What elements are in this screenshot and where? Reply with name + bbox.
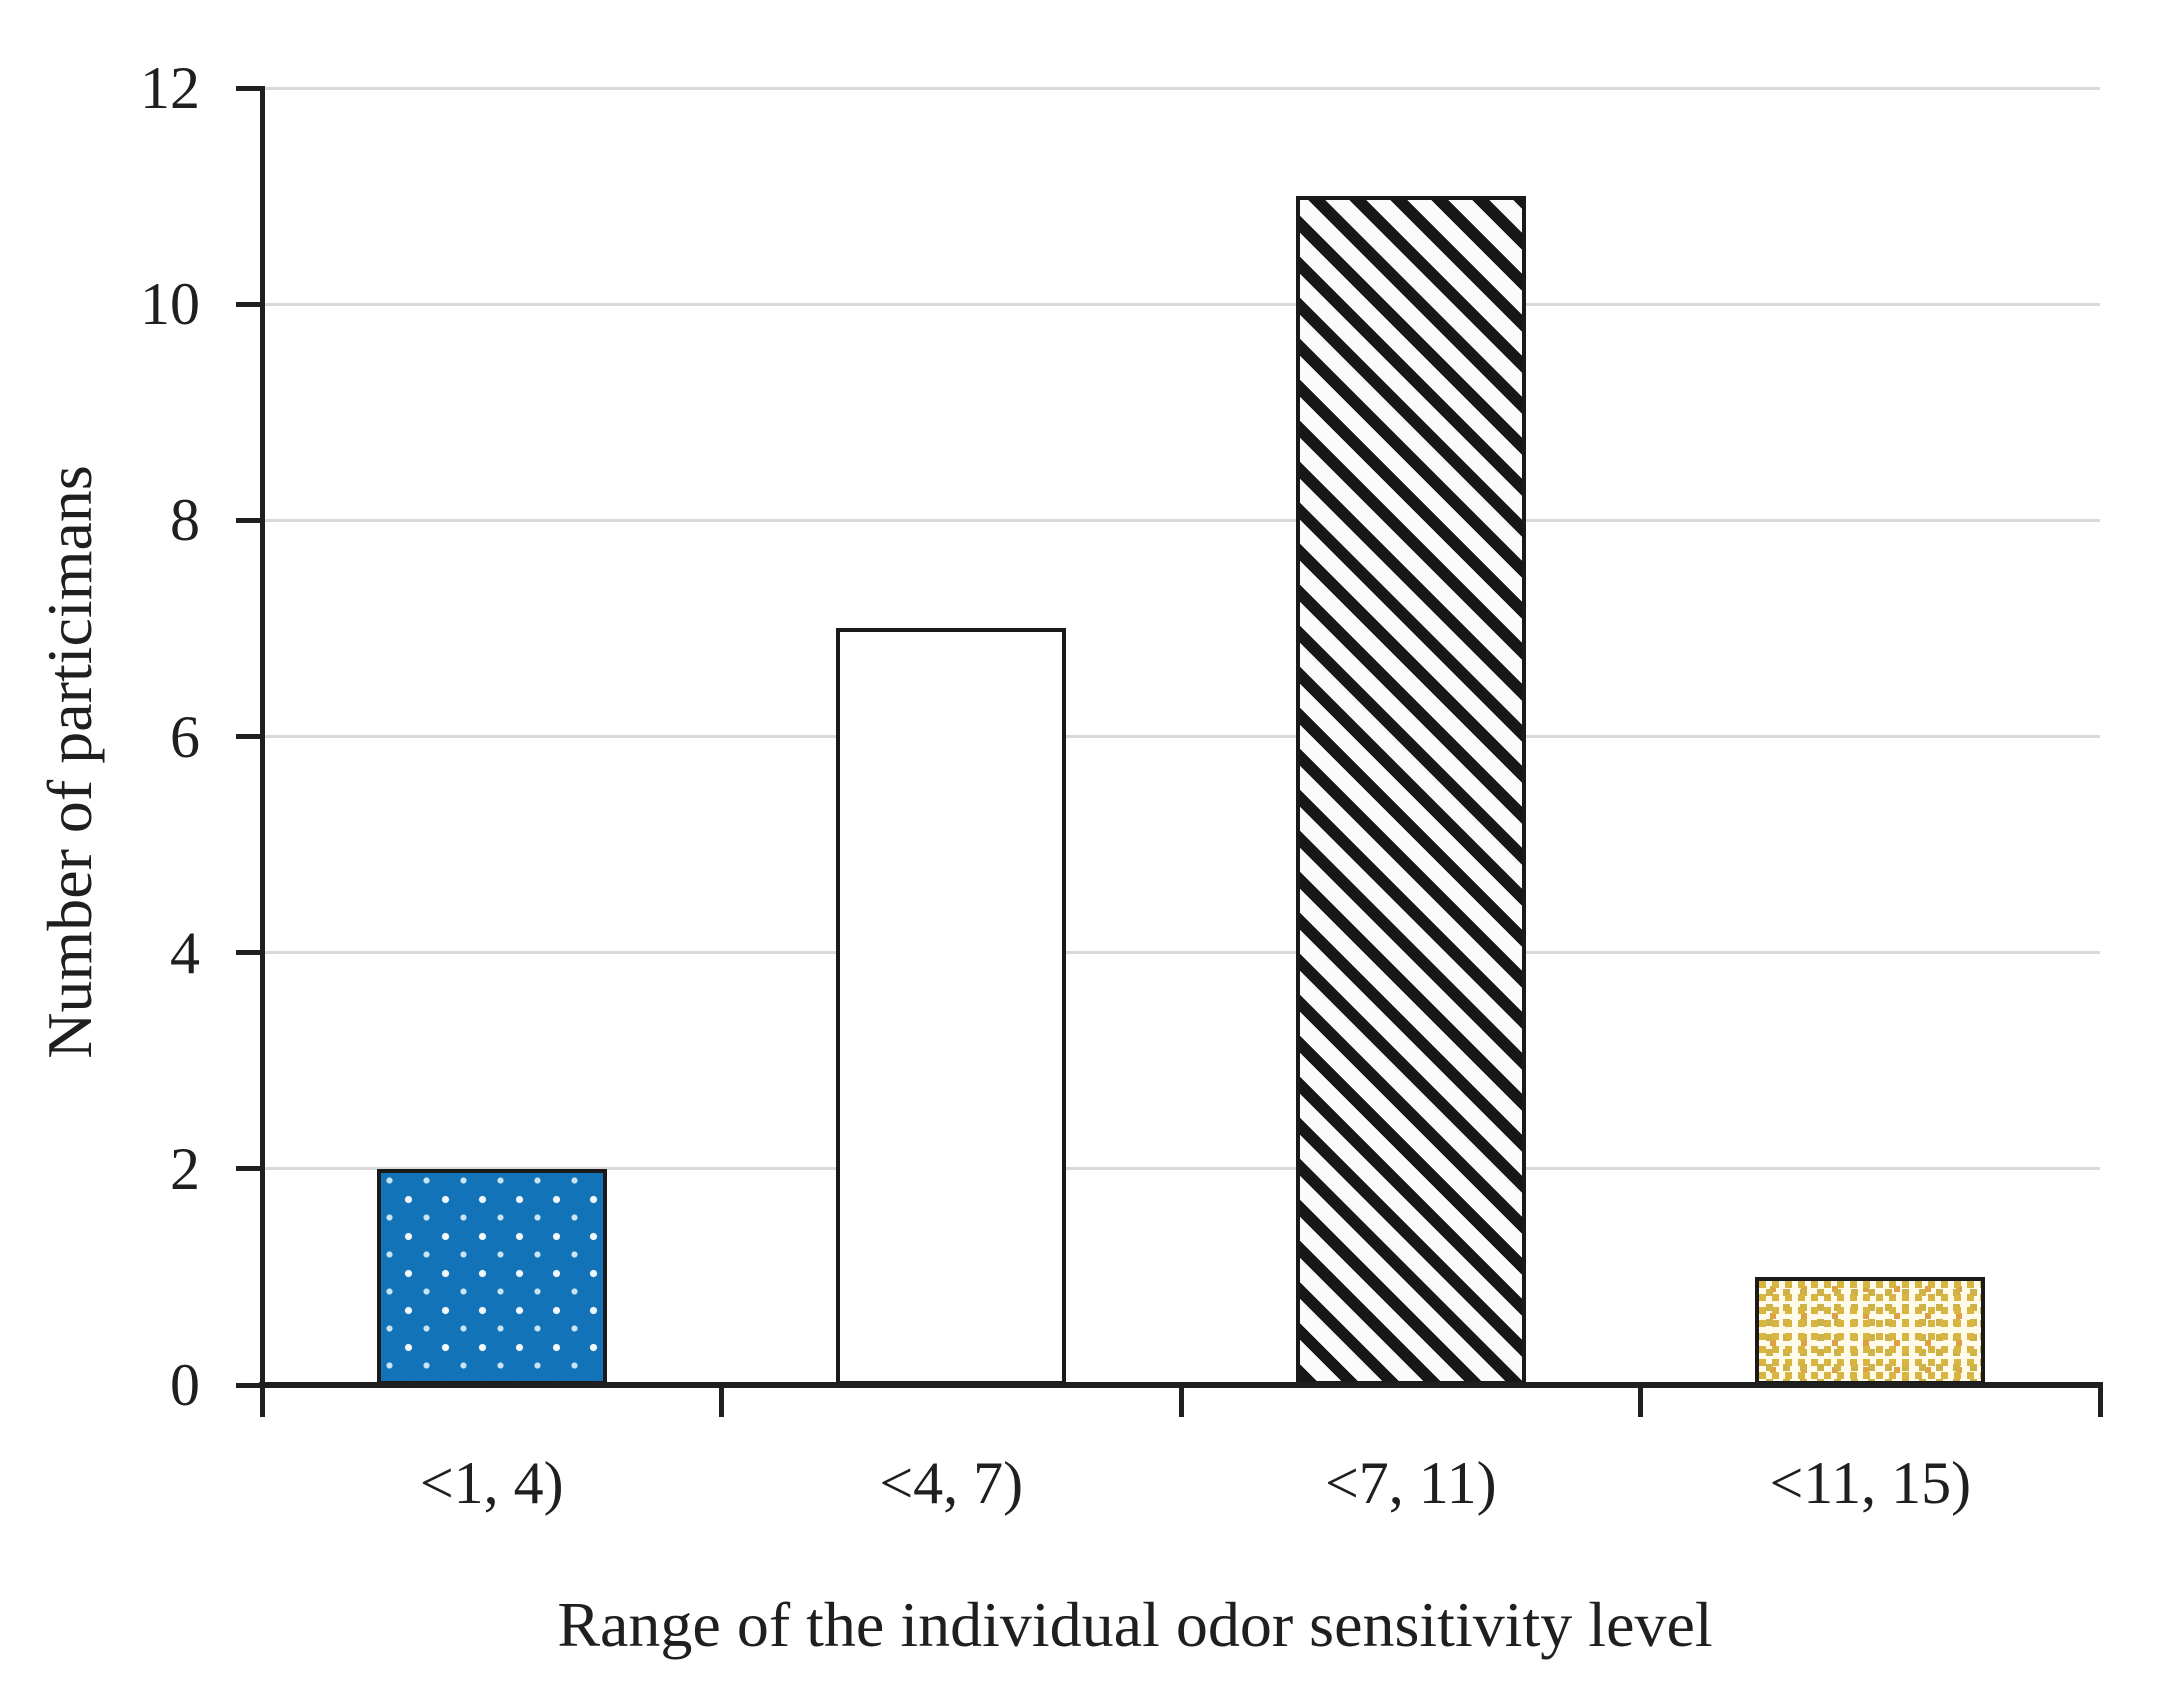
x-axis-title: Range of the individual odor sensitivity…	[557, 1589, 1713, 1660]
y-tick-label-12: 12	[140, 55, 200, 121]
bar-1	[376, 1168, 607, 1385]
gridline-y-4	[262, 951, 2100, 955]
gridline-y-10	[262, 302, 2100, 306]
gridline-y-8	[262, 518, 2100, 522]
x-tick-0	[259, 1385, 265, 1417]
bar-2	[836, 628, 1067, 1385]
x-category-label-2: <4, 7)	[879, 1450, 1024, 1516]
y-tick-6	[236, 734, 262, 739]
y-tick-label-0: 0	[170, 1352, 200, 1418]
x-axis-line	[259, 1382, 2103, 1388]
y-tick-2	[236, 1166, 262, 1172]
y-tick-12	[236, 85, 262, 91]
bar-3	[1295, 196, 1526, 1385]
y-tick-0	[236, 1382, 262, 1388]
y-tick-label-10: 10	[140, 271, 200, 338]
gridline-y-12	[262, 86, 2100, 90]
y-tick-label-6: 6	[170, 703, 200, 770]
bar-4	[1755, 1276, 1986, 1385]
y-tick-4	[236, 950, 262, 956]
x-category-label-3: <7, 11)	[1324, 1450, 1497, 1516]
y-tick-10	[236, 301, 262, 307]
y-tick-label-2: 2	[170, 1135, 200, 1202]
y-tick-8	[236, 517, 262, 523]
y-tick-label-4: 4	[170, 919, 200, 986]
x-tick-2	[1178, 1385, 1184, 1417]
x-tick-1	[719, 1385, 724, 1417]
x-category-label-4: <11, 15)	[1769, 1450, 1972, 1516]
y-axis-title: Number of particimans	[34, 465, 105, 1059]
x-tick-3	[1638, 1385, 1643, 1417]
gridline-y-2	[262, 1167, 2100, 1171]
x-category-label-1: <1, 4)	[419, 1450, 564, 1516]
gridline-y-6	[262, 735, 2100, 738]
y-tick-label-8: 8	[170, 487, 200, 554]
x-tick-4	[2097, 1385, 2103, 1417]
y-axis-line	[259, 86, 265, 1387]
